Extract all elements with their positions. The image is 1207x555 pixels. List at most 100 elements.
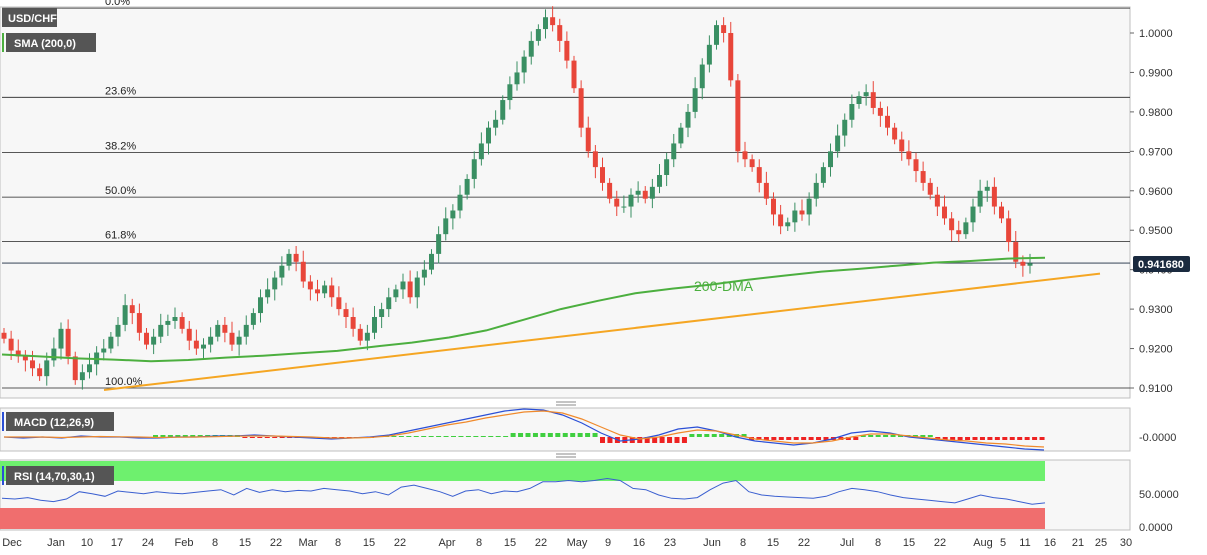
candle bbox=[870, 81, 876, 115]
candle bbox=[685, 104, 691, 138]
candle bbox=[322, 280, 328, 299]
candle bbox=[493, 110, 499, 136]
x-tick-label: 30 bbox=[1120, 537, 1132, 549]
candle bbox=[771, 192, 776, 226]
macd-histogram-bar bbox=[994, 437, 1000, 440]
macd-histogram-bar bbox=[167, 435, 173, 437]
rsi-y-tick-label: 50.0000 bbox=[1139, 489, 1179, 501]
macd-histogram-bar bbox=[421, 436, 427, 437]
candle bbox=[956, 220, 962, 243]
y-tick-label: 0.9100 bbox=[1139, 383, 1173, 395]
candle bbox=[486, 121, 491, 155]
candle bbox=[514, 61, 520, 91]
x-tick-label: 22 bbox=[535, 537, 547, 549]
macd-histogram-bar bbox=[555, 433, 561, 437]
macd-histogram-bar bbox=[443, 436, 449, 437]
pair-label-text: USD/CHF bbox=[8, 13, 57, 25]
x-tick-label: 10 bbox=[81, 537, 93, 549]
macd-histogram-bar bbox=[480, 436, 486, 437]
candle bbox=[293, 246, 299, 272]
macd-histogram-bar bbox=[406, 436, 412, 437]
rsi-indicator-label[interactable]: RSI (14,70,30,1) bbox=[2, 466, 114, 485]
candle bbox=[87, 353, 92, 379]
candle bbox=[58, 322, 64, 360]
x-tick-label: 5 bbox=[1000, 537, 1006, 549]
y-tick-label: 0.9600 bbox=[1139, 186, 1173, 198]
pair-label[interactable]: USD/CHF bbox=[2, 8, 57, 27]
macd-histogram-bar bbox=[495, 436, 501, 437]
candle bbox=[350, 307, 356, 337]
macd-histogram-bar bbox=[398, 436, 404, 437]
candle bbox=[250, 308, 256, 330]
x-tick-label: 8 bbox=[212, 537, 218, 549]
x-tick-label: 15 bbox=[504, 537, 516, 549]
macd-histogram-bar bbox=[197, 435, 203, 437]
x-tick-label: 15 bbox=[239, 537, 251, 549]
candle bbox=[714, 20, 719, 50]
macd-histogram-bar bbox=[711, 434, 717, 437]
macd-histogram-bar bbox=[786, 437, 792, 440]
macd-resize-handle[interactable] bbox=[556, 401, 576, 406]
macd-histogram-bar bbox=[883, 435, 889, 437]
macd-histogram-bar bbox=[801, 437, 807, 440]
candle bbox=[101, 339, 107, 361]
macd-histogram-bar bbox=[264, 437, 270, 438]
macd-histogram-bar bbox=[763, 437, 769, 440]
macd-histogram-bar bbox=[547, 433, 553, 437]
candle bbox=[635, 181, 641, 203]
x-tick-label: 23 bbox=[664, 537, 676, 549]
macd-histogram-bar bbox=[592, 433, 598, 437]
candle bbox=[550, 6, 556, 32]
x-tick-label: Mar bbox=[299, 537, 318, 549]
candle bbox=[564, 31, 570, 69]
candle bbox=[785, 217, 791, 232]
x-tick-label: 8 bbox=[335, 537, 341, 549]
macd-histogram-bar bbox=[413, 436, 419, 437]
macd-histogram-bar bbox=[868, 435, 874, 437]
rsi-line bbox=[1, 477, 1046, 505]
y-tick-label: 0.9900 bbox=[1139, 67, 1173, 79]
candle bbox=[970, 198, 976, 232]
macd-histogram-bar bbox=[704, 434, 710, 437]
macd-indicator-label[interactable]: MACD (12,26,9) bbox=[2, 412, 114, 431]
candle bbox=[222, 317, 228, 343]
sma-indicator-label[interactable]: SMA (200,0) bbox=[2, 33, 96, 52]
x-tick-label: 22 bbox=[394, 537, 406, 549]
macd-histogram-bar bbox=[570, 433, 576, 437]
candle bbox=[699, 58, 705, 100]
candle bbox=[949, 212, 955, 242]
candle bbox=[735, 74, 741, 163]
candle bbox=[906, 140, 912, 166]
macd-histogram-bar bbox=[1009, 437, 1015, 440]
macd-histogram-bar bbox=[257, 437, 263, 438]
macd-histogram-bar bbox=[912, 435, 918, 437]
macd-histogram-bar bbox=[160, 435, 166, 437]
candle bbox=[478, 132, 484, 166]
candle bbox=[813, 173, 819, 207]
macd-histogram-bar bbox=[279, 437, 285, 438]
candle bbox=[692, 77, 698, 119]
macd-histogram-bar bbox=[681, 437, 687, 443]
macd-histogram-bar bbox=[838, 437, 844, 440]
macd-histogram-bar bbox=[637, 437, 643, 443]
x-tick-label: 24 bbox=[142, 537, 154, 549]
candle bbox=[336, 286, 342, 316]
rsi-resize-handle[interactable] bbox=[556, 453, 576, 458]
rsi-y-tick-label: 0.0000 bbox=[1139, 522, 1173, 534]
candle bbox=[671, 133, 677, 168]
y-tick-label: 1.0000 bbox=[1139, 28, 1173, 40]
candle bbox=[108, 331, 114, 354]
macd-histogram-bar bbox=[249, 437, 255, 438]
candle bbox=[721, 17, 727, 43]
fib-label-1: 23.6% bbox=[105, 85, 136, 97]
macd-signal-line bbox=[4, 410, 1045, 448]
macd-histogram-bar bbox=[898, 435, 903, 437]
macd-histogram-bar bbox=[503, 436, 509, 437]
candle bbox=[51, 337, 57, 367]
macd-histogram-bar bbox=[510, 433, 516, 437]
y-tick-label: 0.9300 bbox=[1139, 304, 1173, 316]
macd-histogram-bar bbox=[927, 435, 933, 437]
candle bbox=[585, 116, 591, 158]
main-price-panel bbox=[0, 6, 1131, 399]
